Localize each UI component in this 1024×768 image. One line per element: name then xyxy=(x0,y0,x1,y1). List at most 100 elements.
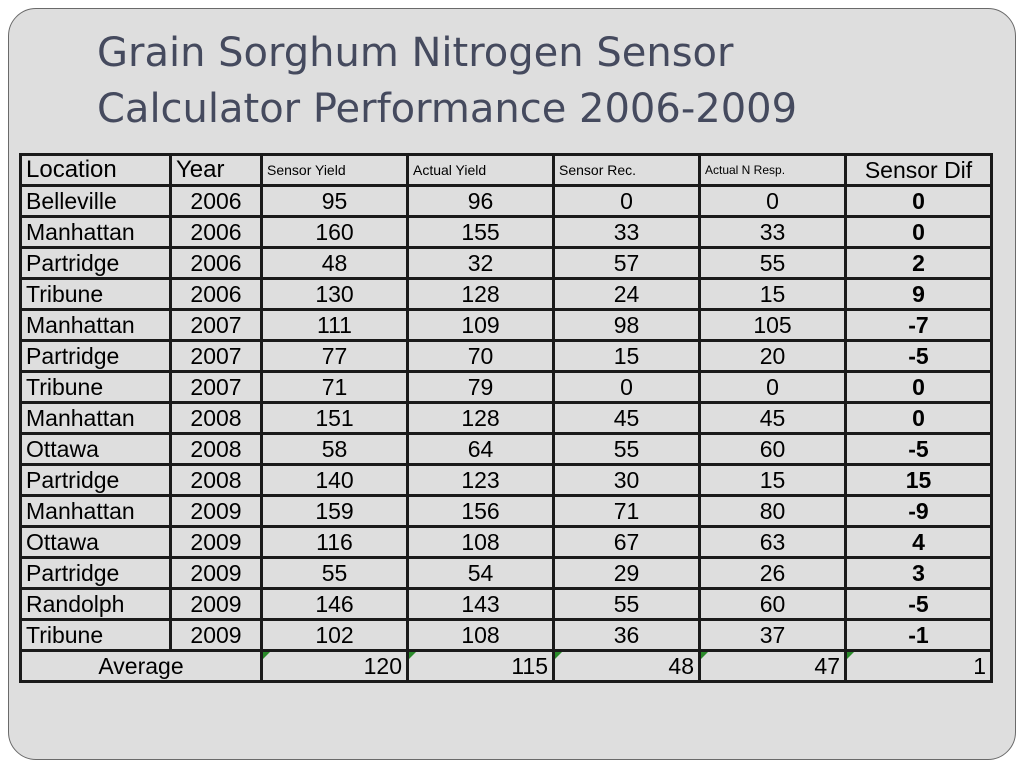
cell-location: Manhattan xyxy=(19,401,172,435)
cell-sensor-dif: -7 xyxy=(844,308,993,342)
cell-sensor-yield: 55 xyxy=(260,556,409,590)
average-label: Average xyxy=(19,649,263,683)
average-actual-n-resp: 47 xyxy=(698,649,847,683)
cell-sensor-rec: 55 xyxy=(552,432,701,466)
average-actual-yield: 115 xyxy=(406,649,555,683)
cell-actual-yield: 128 xyxy=(406,401,555,435)
cell-sensor-rec: 15 xyxy=(552,339,701,373)
cell-actual-yield: 123 xyxy=(406,463,555,497)
cell-year: 2007 xyxy=(169,370,263,404)
title-line-1: Grain Sorghum Nitrogen Sensor xyxy=(97,30,734,76)
cell-sensor-dif: 4 xyxy=(844,525,993,559)
cell-actual-yield: 155 xyxy=(406,215,555,249)
cell-actual-yield: 156 xyxy=(406,494,555,528)
cell-actual-n-resp: 15 xyxy=(698,463,847,497)
cell-actual-yield: 79 xyxy=(406,370,555,404)
header-sensor-yield: Sensor Yield xyxy=(260,153,409,187)
cell-actual-yield: 54 xyxy=(406,556,555,590)
cell-sensor-yield: 146 xyxy=(260,587,409,621)
table-row: Randolph 2009 146 143 55 60 -5 xyxy=(19,587,993,621)
cell-sensor-yield: 71 xyxy=(260,370,409,404)
cell-sensor-yield: 159 xyxy=(260,494,409,528)
cell-actual-n-resp: 26 xyxy=(698,556,847,590)
cell-sensor-dif: 0 xyxy=(844,401,993,435)
cell-sensor-yield: 130 xyxy=(260,277,409,311)
cell-actual-yield: 32 xyxy=(406,246,555,280)
cell-sensor-dif: -5 xyxy=(844,587,993,621)
cell-sensor-dif: 0 xyxy=(844,370,993,404)
cell-actual-yield: 96 xyxy=(406,184,555,218)
cell-sensor-yield: 140 xyxy=(260,463,409,497)
cell-flag-icon xyxy=(848,653,854,659)
cell-actual-n-resp: 105 xyxy=(698,308,847,342)
table-row: Manhattan 2009 159 156 71 80 -9 xyxy=(19,494,993,528)
table-header-row: Location Year Sensor Yield Actual Yield … xyxy=(19,153,993,187)
cell-actual-n-resp: 80 xyxy=(698,494,847,528)
average-value: 120 xyxy=(363,652,402,679)
table-row: Partridge 2007 77 70 15 20 -5 xyxy=(19,339,993,373)
header-sensor-rec: Sensor Rec. xyxy=(552,153,701,187)
cell-year: 2009 xyxy=(169,587,263,621)
slide-title: Grain Sorghum Nitrogen Sensor Calculator… xyxy=(97,25,997,137)
cell-location: Partridge xyxy=(19,339,172,373)
cell-sensor-rec: 71 xyxy=(552,494,701,528)
cell-actual-n-resp: 15 xyxy=(698,277,847,311)
cell-year: 2008 xyxy=(169,401,263,435)
cell-year: 2006 xyxy=(169,277,263,311)
cell-location: Manhattan xyxy=(19,215,172,249)
cell-sensor-dif: -5 xyxy=(844,432,993,466)
cell-actual-n-resp: 20 xyxy=(698,339,847,373)
cell-flag-icon xyxy=(556,653,562,659)
cell-sensor-dif: -9 xyxy=(844,494,993,528)
cell-actual-yield: 128 xyxy=(406,277,555,311)
cell-year: 2007 xyxy=(169,308,263,342)
header-actual-yield: Actual Yield xyxy=(406,153,555,187)
cell-sensor-rec: 33 xyxy=(552,215,701,249)
cell-sensor-yield: 102 xyxy=(260,618,409,652)
cell-year: 2008 xyxy=(169,432,263,466)
cell-year: 2006 xyxy=(169,215,263,249)
average-value: 47 xyxy=(814,652,840,679)
cell-actual-yield: 109 xyxy=(406,308,555,342)
table-row: Manhattan 2008 151 128 45 45 0 xyxy=(19,401,993,435)
cell-sensor-yield: 160 xyxy=(260,215,409,249)
cell-actual-yield: 64 xyxy=(406,432,555,466)
cell-location: Tribune xyxy=(19,618,172,652)
cell-actual-n-resp: 45 xyxy=(698,401,847,435)
cell-sensor-yield: 48 xyxy=(260,246,409,280)
cell-actual-yield: 108 xyxy=(406,525,555,559)
cell-actual-n-resp: 33 xyxy=(698,215,847,249)
cell-year: 2009 xyxy=(169,525,263,559)
cell-sensor-rec: 67 xyxy=(552,525,701,559)
cell-sensor-yield: 95 xyxy=(260,184,409,218)
cell-year: 2008 xyxy=(169,463,263,497)
cell-flag-icon xyxy=(410,653,416,659)
cell-sensor-rec: 0 xyxy=(552,370,701,404)
cell-location: Partridge xyxy=(19,246,172,280)
cell-actual-n-resp: 60 xyxy=(698,432,847,466)
table-row: Belleville 2006 95 96 0 0 0 xyxy=(19,184,993,218)
header-year: Year xyxy=(169,153,263,187)
cell-sensor-dif: 15 xyxy=(844,463,993,497)
cell-location: Ottawa xyxy=(19,432,172,466)
cell-location: Partridge xyxy=(19,556,172,590)
cell-actual-yield: 108 xyxy=(406,618,555,652)
cell-sensor-dif: 0 xyxy=(844,215,993,249)
title-line-2: Calculator Performance 2006-2009 xyxy=(97,86,798,132)
cell-location: Manhattan xyxy=(19,308,172,342)
cell-actual-yield: 143 xyxy=(406,587,555,621)
table-row: Tribune 2007 71 79 0 0 0 xyxy=(19,370,993,404)
average-value: 1 xyxy=(973,652,986,679)
cell-sensor-dif: 9 xyxy=(844,277,993,311)
cell-actual-n-resp: 55 xyxy=(698,246,847,280)
cell-sensor-yield: 116 xyxy=(260,525,409,559)
cell-sensor-yield: 58 xyxy=(260,432,409,466)
average-sensor-dif: 1 xyxy=(844,649,993,683)
cell-sensor-yield: 77 xyxy=(260,339,409,373)
average-sensor-yield: 120 xyxy=(260,649,409,683)
table-row: Partridge 2009 55 54 29 26 3 xyxy=(19,556,993,590)
cell-sensor-rec: 29 xyxy=(552,556,701,590)
cell-year: 2006 xyxy=(169,246,263,280)
table-row: Partridge 2006 48 32 57 55 2 xyxy=(19,246,993,280)
average-sensor-rec: 48 xyxy=(552,649,701,683)
